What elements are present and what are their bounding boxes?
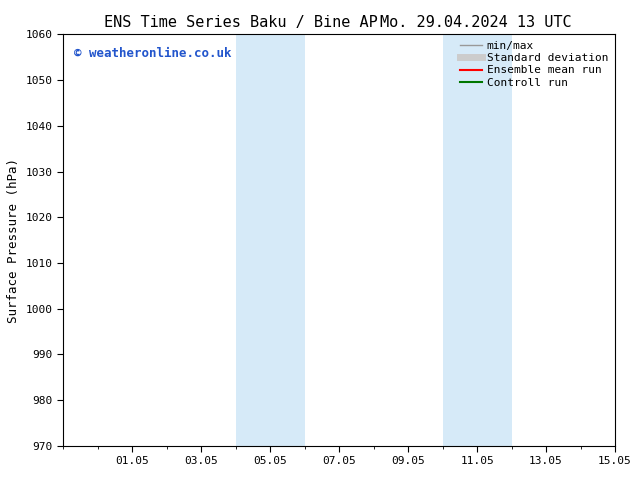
Bar: [236, 34, 305, 446]
Text: ENS Time Series Baku / Bine AP: ENS Time Series Baku / Bine AP: [104, 15, 378, 30]
Y-axis label: Surface Pressure (hPa): Surface Pressure (hPa): [8, 158, 20, 322]
Legend: min/max, Standard deviation, Ensemble mean run, Controll run: min/max, Standard deviation, Ensemble me…: [457, 38, 612, 91]
Text: © weatheronline.co.uk: © weatheronline.co.uk: [74, 47, 232, 60]
Text: Mo. 29.04.2024 13 UTC: Mo. 29.04.2024 13 UTC: [380, 15, 571, 30]
Bar: [443, 34, 512, 446]
